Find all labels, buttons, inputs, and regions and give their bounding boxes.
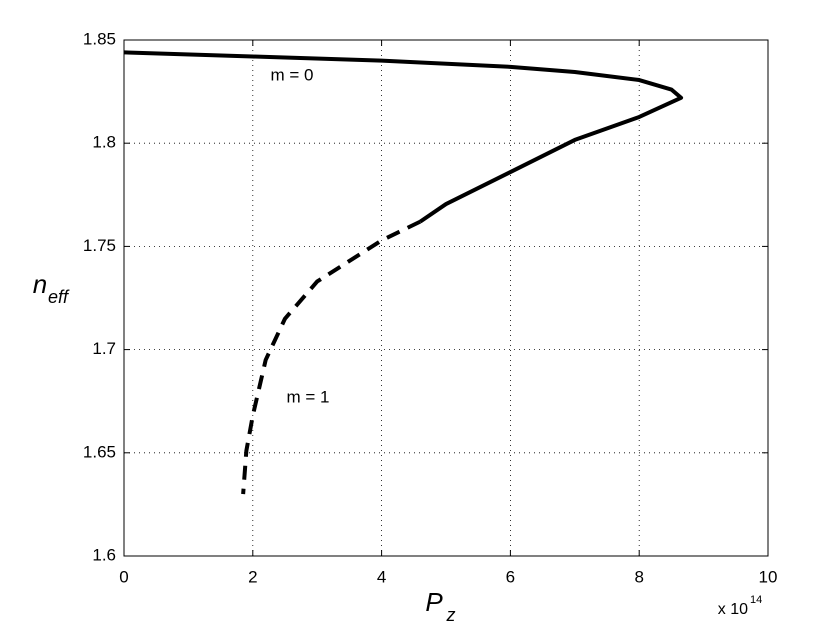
y-tick-label: 1.75	[83, 236, 116, 255]
series-label: m = 1	[287, 387, 330, 406]
series-label: m = 0	[271, 65, 314, 84]
y-tick-label: 1.8	[92, 133, 116, 152]
x-tick-label: 6	[506, 567, 515, 586]
x-axis-label-sub: z	[446, 605, 456, 625]
plot-frame	[123, 39, 769, 557]
y-axis-label: n	[33, 269, 47, 299]
y-tick-label: 1.65	[83, 442, 116, 461]
series-line	[241, 219, 422, 495]
x-multiplier-exponent: 14	[750, 594, 762, 606]
x-tick-label: 4	[377, 567, 386, 586]
x-axis-label: P	[425, 587, 443, 617]
y-tick-label: 1.85	[83, 29, 116, 48]
y-tick-label: 1.7	[92, 339, 116, 358]
x-multiplier: x 10	[718, 601, 748, 618]
x-tick-label: 8	[634, 567, 643, 586]
x-tick-label: 10	[759, 567, 778, 586]
y-tick-label: 1.6	[92, 545, 116, 564]
series-line	[123, 50, 684, 224]
y-axis-label-sub: eff	[48, 287, 70, 307]
x-tick-label: 0	[119, 567, 128, 586]
x-tick-label: 2	[248, 567, 257, 586]
